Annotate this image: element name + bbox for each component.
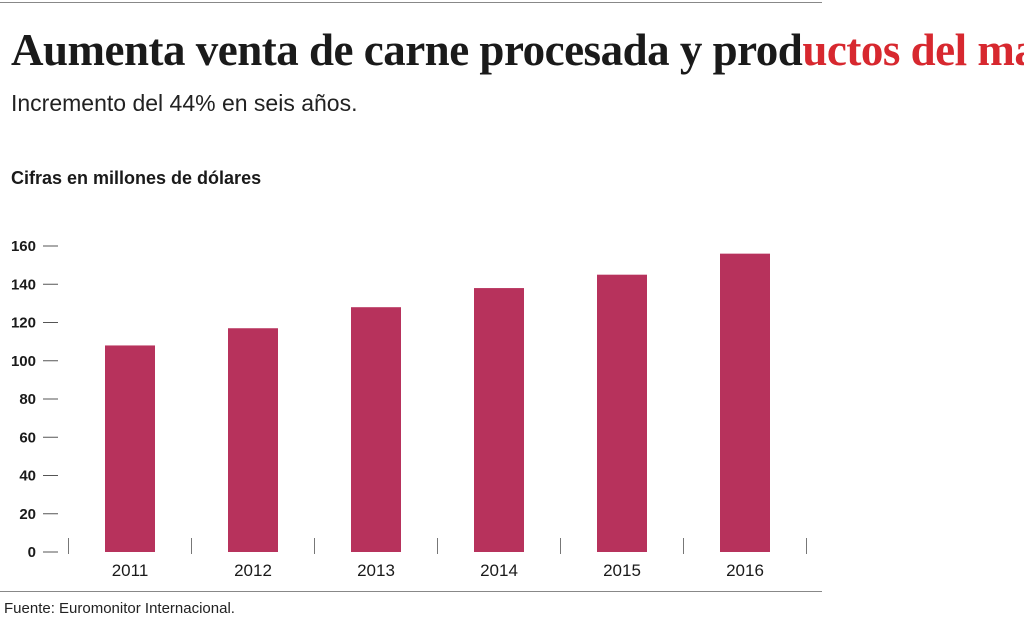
x-tick-label-2014: 2014 xyxy=(480,561,518,580)
bar-2013 xyxy=(351,307,401,552)
y-tick-label-100: 100 xyxy=(11,353,36,370)
chart-title: Aumenta venta de carne procesada y produ… xyxy=(11,22,1024,78)
y-tick-label-20: 20 xyxy=(19,506,36,523)
x-tick-label-2011: 2011 xyxy=(112,561,149,580)
top-rule xyxy=(0,2,822,3)
bottom-rule xyxy=(0,591,822,592)
y-tick-label-140: 140 xyxy=(11,276,36,293)
y-axis-unit-label: Cifras en millones de dólares xyxy=(11,168,262,188)
bar-2014 xyxy=(474,288,524,552)
x-tick-label-2015: 2015 xyxy=(603,561,641,580)
bar-chart: 0 20 40 60 80 100 120 140 160 2011 2012 2013 2014 201… xyxy=(11,238,807,580)
bar-2016 xyxy=(720,253,770,552)
y-tick-label-60: 60 xyxy=(19,429,36,446)
bar-2011 xyxy=(105,345,155,552)
bar-2015 xyxy=(597,274,647,552)
y-tick-label-120: 120 xyxy=(11,315,36,332)
chart-subtitle: Incremento del 44% en seis años. xyxy=(11,90,358,116)
y-tick-label-40: 40 xyxy=(19,468,36,485)
y-tick-label-80: 80 xyxy=(19,391,36,408)
x-tick-label-2016: 2016 xyxy=(726,561,764,580)
source-note: Fuente: Euromonitor Internacional. xyxy=(4,600,235,617)
y-tick-label-0: 0 xyxy=(28,544,36,561)
chart-title-main: Aumenta venta de carne procesada y prod xyxy=(11,25,803,75)
bar-2012 xyxy=(228,328,278,552)
y-tick-label-160: 160 xyxy=(11,238,36,255)
chart-title-accent: uctos del mar xyxy=(802,25,1024,75)
x-tick-label-2013: 2013 xyxy=(357,561,395,580)
x-tick-label-2012: 2012 xyxy=(234,561,272,580)
